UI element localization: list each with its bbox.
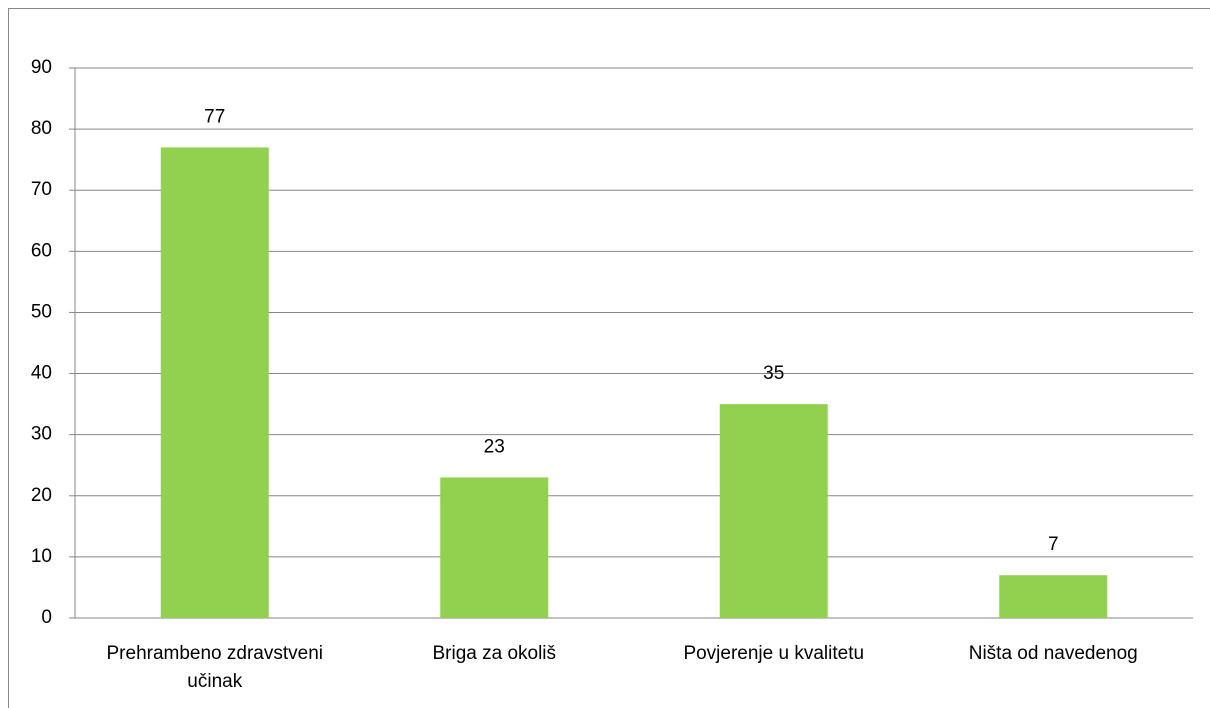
y-tick-label: 0 (41, 607, 52, 628)
y-tick-label: 80 (31, 118, 52, 139)
y-tick-label: 10 (31, 546, 52, 567)
data-label: 35 (763, 363, 784, 384)
y-tick-label: 90 (31, 57, 52, 78)
data-label: 77 (204, 106, 225, 127)
bar (440, 477, 549, 618)
data-label: 23 (484, 436, 505, 457)
bar (160, 147, 269, 618)
bar (719, 404, 828, 618)
x-tick-label: Povjerenje u kvalitetu (683, 643, 865, 664)
y-tick-label: 40 (31, 363, 52, 384)
y-tick-label: 50 (31, 301, 52, 322)
chart-border (8, 8, 1210, 708)
y-tick-label: 60 (31, 240, 52, 261)
data-label: 7 (1048, 534, 1059, 555)
y-tick-label: 30 (31, 424, 52, 445)
y-tick-label: 70 (31, 179, 52, 200)
x-tick-label: Ništa od navedenog (968, 643, 1138, 664)
y-tick-label: 20 (31, 485, 52, 506)
bar (999, 575, 1108, 618)
x-tick-label: Prehrambeno zdravstveni učinak (106, 643, 324, 692)
x-tick-label: Briga za okoliš (432, 643, 557, 664)
